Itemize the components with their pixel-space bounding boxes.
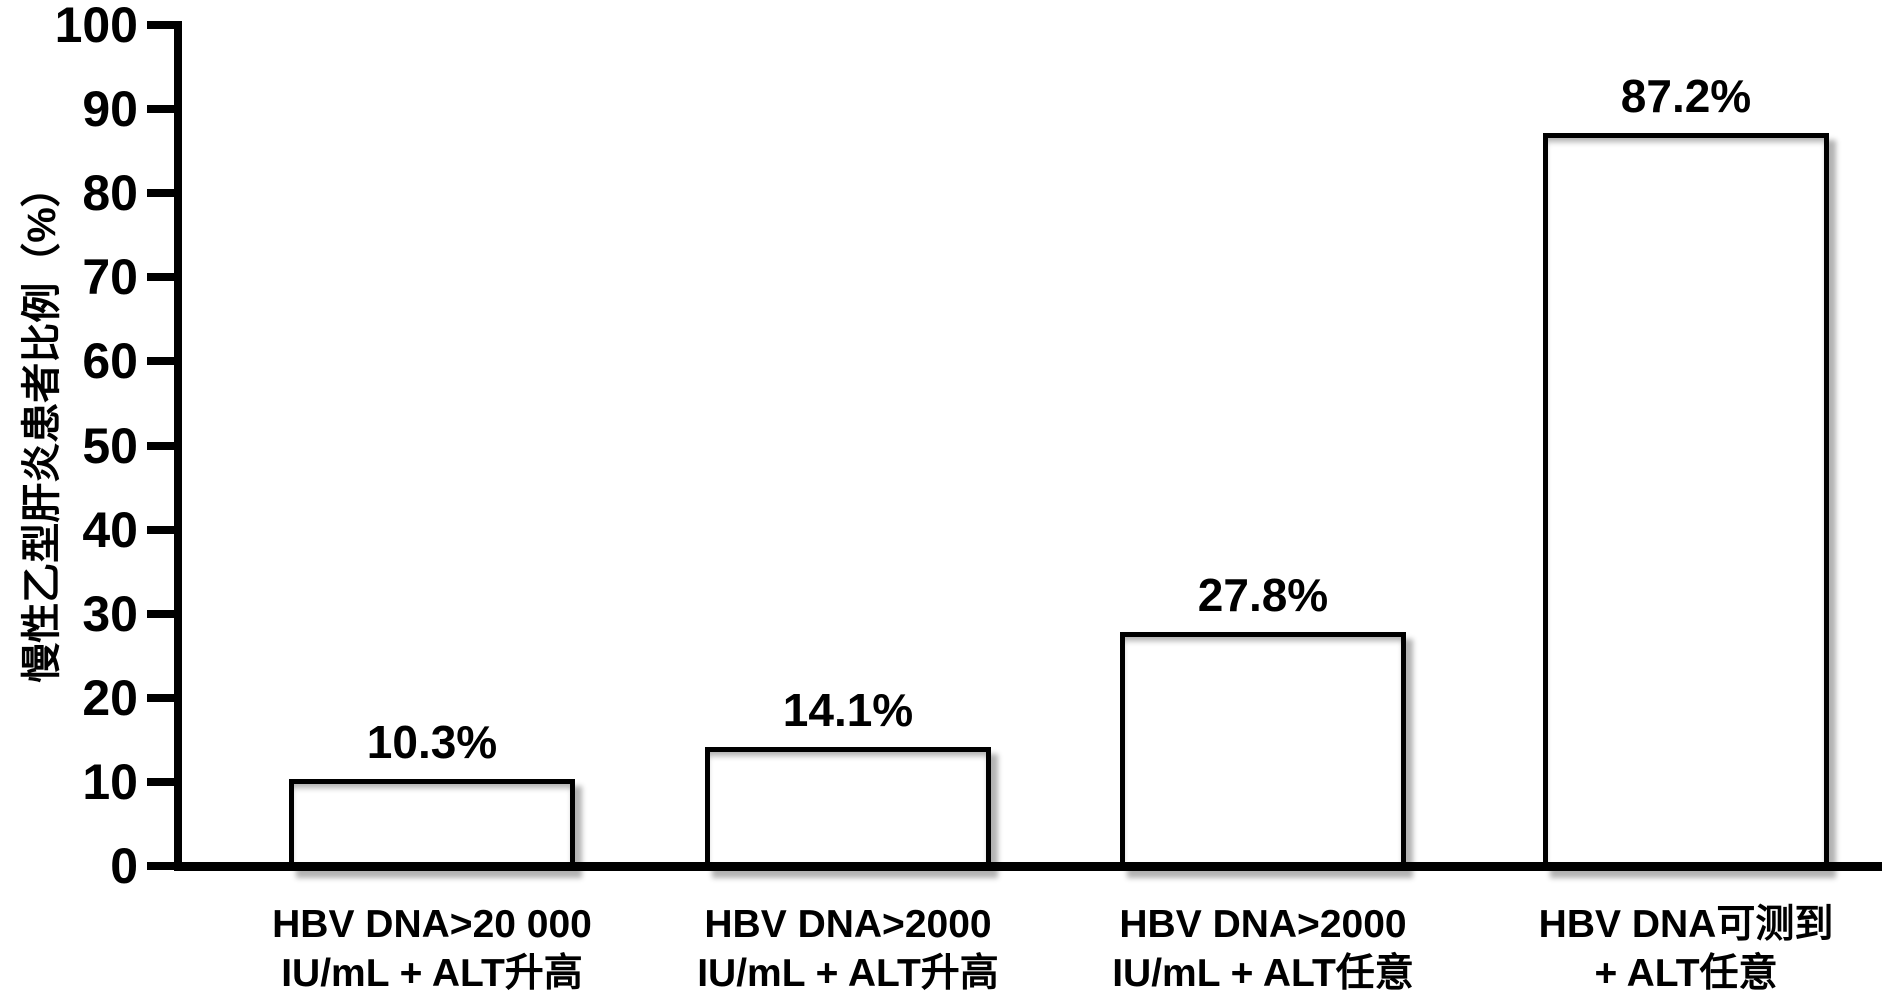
y-tick-label: 20 — [82, 670, 138, 726]
y-tick-mark — [147, 189, 174, 197]
y-axis-line — [174, 21, 182, 871]
bar — [289, 779, 575, 871]
y-tick-label: 10 — [82, 754, 138, 810]
x-category-line2: IU/mL + ALT升高 — [281, 952, 583, 995]
bar — [705, 747, 991, 871]
y-tick-mark — [147, 526, 174, 534]
x-category-line1: HBV DNA>2000 — [704, 903, 992, 946]
x-category-line2: IU/mL + ALT升高 — [697, 952, 999, 995]
y-tick-mark — [147, 694, 174, 702]
y-tick-mark — [147, 105, 174, 113]
x-category-line2: IU/mL + ALT任意 — [1112, 952, 1414, 995]
bar-value-label: 27.8% — [1197, 569, 1329, 621]
y-tick-mark — [147, 778, 174, 786]
y-tick-label: 70 — [82, 249, 138, 305]
x-category-line2: + ALT任意 — [1594, 952, 1778, 995]
y-tick-label: 80 — [82, 165, 138, 221]
y-tick-label: 30 — [82, 586, 138, 642]
bar-value-label: 87.2% — [1620, 70, 1752, 122]
y-tick-mark — [147, 21, 174, 29]
x-category-line1: HBV DNA可测到 — [1538, 903, 1834, 946]
y-tick-label: 0 — [110, 838, 138, 894]
y-tick-mark — [147, 357, 174, 365]
y-tick-mark — [147, 273, 174, 281]
x-category-label: HBV DNA>2000 IU/mL + ALT升高 — [618, 900, 1078, 998]
bar — [1543, 133, 1829, 871]
bar-value-label: 10.3% — [366, 716, 498, 768]
bar — [1120, 632, 1406, 871]
y-tick-label: 40 — [82, 502, 138, 558]
y-tick-mark — [147, 862, 174, 870]
y-tick-mark — [147, 610, 174, 618]
x-category-line1: HBV DNA>2000 — [1119, 903, 1407, 946]
y-tick-label: 90 — [82, 81, 138, 137]
y-tick-label: 100 — [54, 0, 138, 53]
x-category-line1: HBV DNA>20 000 — [272, 903, 592, 946]
y-tick-mark — [147, 442, 174, 450]
x-axis-line — [174, 862, 1882, 871]
bar-value-label: 14.1% — [782, 684, 914, 736]
x-category-label: HBV DNA>20 000 IU/mL + ALT升高 — [202, 900, 662, 998]
x-category-label: HBV DNA>2000 IU/mL + ALT任意 — [1033, 900, 1493, 998]
y-tick-label: 60 — [82, 333, 138, 389]
y-tick-label: 50 — [82, 418, 138, 474]
x-category-label: HBV DNA可测到 + ALT任意 — [1456, 900, 1890, 998]
